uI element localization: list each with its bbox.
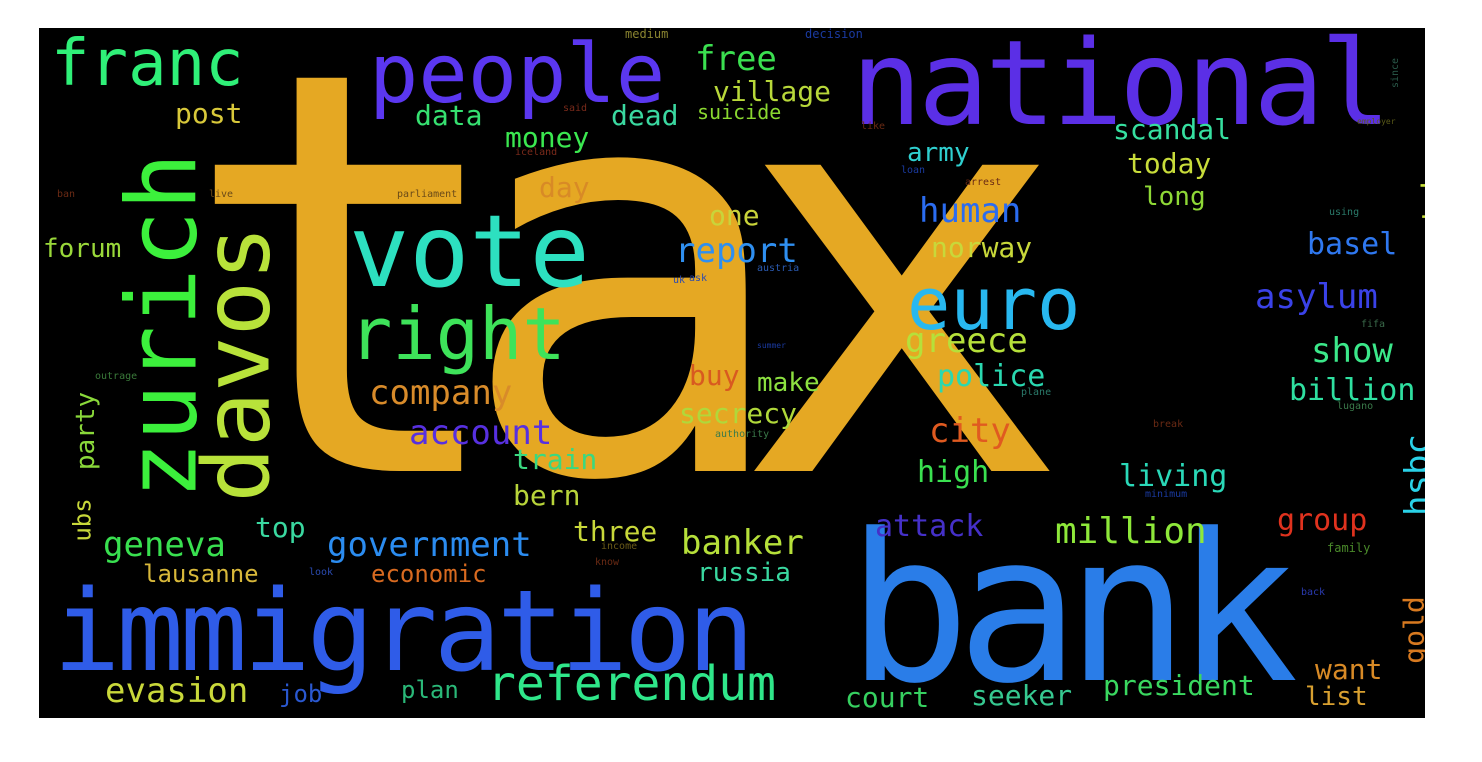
word-medium: medium bbox=[625, 28, 669, 41]
word-davos: davos bbox=[183, 225, 291, 503]
word-village: village bbox=[713, 75, 832, 108]
word-greece: greece bbox=[905, 321, 1028, 361]
word-make: make bbox=[757, 368, 820, 398]
word-income: income bbox=[601, 541, 638, 552]
word-government: government bbox=[327, 525, 532, 565]
word-authority: authority bbox=[715, 429, 770, 440]
word-norway: norway bbox=[931, 231, 1033, 264]
word-money: money bbox=[505, 121, 590, 154]
word-company: company bbox=[369, 373, 513, 413]
word-one: one bbox=[709, 199, 760, 232]
word-asylum: asylum bbox=[1255, 277, 1378, 317]
word-basel: basel bbox=[1307, 227, 1398, 262]
word-economic: economic bbox=[371, 560, 487, 588]
word-right: right bbox=[349, 292, 566, 376]
word-banker: banker bbox=[681, 523, 804, 563]
word-evasion: evasion bbox=[105, 671, 249, 711]
word-post: post bbox=[175, 97, 243, 130]
word-army: army bbox=[907, 138, 970, 168]
word-know: know bbox=[595, 557, 620, 568]
word-forum: forum bbox=[43, 234, 122, 264]
word-uk: uk bbox=[673, 275, 686, 286]
word-plan: plan bbox=[401, 676, 459, 704]
word-long: long bbox=[1143, 182, 1206, 212]
word-fifa: fifa bbox=[1361, 319, 1386, 330]
word-ban: ban bbox=[57, 189, 76, 200]
word-vote: vote bbox=[349, 193, 590, 310]
word-minimum: minimum bbox=[1145, 489, 1188, 500]
word-decision: decision bbox=[805, 28, 863, 41]
word-attack: attack bbox=[875, 509, 984, 544]
word-secrecy: secrecy bbox=[679, 397, 798, 430]
word-today: today bbox=[1127, 147, 1212, 180]
word-parliament: parliament bbox=[397, 189, 458, 200]
word-loan: loan bbox=[901, 165, 926, 176]
word-ask: ask bbox=[689, 273, 708, 284]
word-referendum: referendum bbox=[487, 656, 776, 712]
word-iceland: iceland bbox=[515, 147, 558, 158]
word-arrest: arrest bbox=[965, 177, 1002, 188]
word-franc: franc bbox=[51, 28, 244, 101]
word-live: live bbox=[209, 189, 234, 200]
word-lausanne: lausanne bbox=[143, 560, 259, 588]
word-police: police bbox=[937, 359, 1046, 394]
word-russia: russia bbox=[697, 558, 791, 588]
word-lugano: lugano bbox=[1337, 401, 1374, 412]
word-billion: billion bbox=[1289, 373, 1416, 408]
word-since: since bbox=[1390, 57, 1402, 89]
word-want: want bbox=[1315, 653, 1383, 686]
word-living: living bbox=[1119, 459, 1228, 494]
word-dead: dead bbox=[611, 99, 679, 132]
word-top: top bbox=[255, 511, 306, 544]
word-immigration: immigration bbox=[53, 567, 755, 697]
word-train: train bbox=[513, 443, 598, 476]
word-using: using bbox=[1329, 207, 1360, 218]
word-party: party bbox=[71, 391, 102, 471]
word-buy: buy bbox=[689, 359, 740, 392]
word-employer: employer bbox=[1357, 117, 1396, 126]
word-suicide: suicide bbox=[697, 100, 782, 124]
word-take: take bbox=[1415, 156, 1425, 224]
word-summer: summer bbox=[757, 341, 786, 350]
word-group: group bbox=[1277, 503, 1368, 538]
word-scandal: scandal bbox=[1113, 113, 1232, 146]
word-tax: tax bbox=[179, 28, 1070, 604]
word-outrage: outrage bbox=[95, 371, 138, 382]
word-free: free bbox=[695, 39, 777, 79]
word-gold: gold bbox=[1397, 596, 1425, 664]
word-family: family bbox=[1327, 541, 1371, 555]
word-geneva: geneva bbox=[103, 525, 226, 565]
word-list: list bbox=[1305, 682, 1368, 712]
word-data: data bbox=[415, 99, 483, 132]
word-three: three bbox=[573, 515, 658, 548]
word-court: court bbox=[845, 681, 930, 714]
word-report: report bbox=[675, 231, 798, 271]
word-national: national bbox=[851, 28, 1391, 152]
word-seeker: seeker bbox=[971, 679, 1073, 712]
word-account: account bbox=[409, 413, 553, 453]
word-look: look bbox=[309, 567, 334, 578]
word-euro: euro bbox=[907, 262, 1081, 346]
word-job: job bbox=[279, 680, 323, 708]
word-back: back bbox=[1301, 587, 1326, 598]
word-people: people bbox=[369, 28, 666, 122]
word-president: president bbox=[1103, 669, 1255, 702]
word-break: break bbox=[1153, 419, 1184, 430]
word-ubs: ubs bbox=[68, 498, 97, 542]
word-city: city bbox=[929, 411, 1011, 451]
word-bank: bank bbox=[847, 491, 1299, 718]
word-hsbc: hsbc bbox=[1397, 434, 1425, 516]
word-said: said bbox=[563, 103, 588, 114]
word-human: human bbox=[919, 191, 1022, 231]
word-cloud-panel: tax bank national immigration people vot… bbox=[39, 28, 1425, 718]
word-show: show bbox=[1311, 331, 1393, 371]
word-high: high bbox=[917, 455, 990, 490]
word-austria: austria bbox=[757, 263, 800, 274]
word-day: day bbox=[539, 171, 590, 204]
word-like: like bbox=[861, 121, 886, 132]
word-million: million bbox=[1055, 511, 1207, 552]
word-bern: bern bbox=[513, 479, 581, 512]
word-plane: plane bbox=[1021, 387, 1052, 398]
